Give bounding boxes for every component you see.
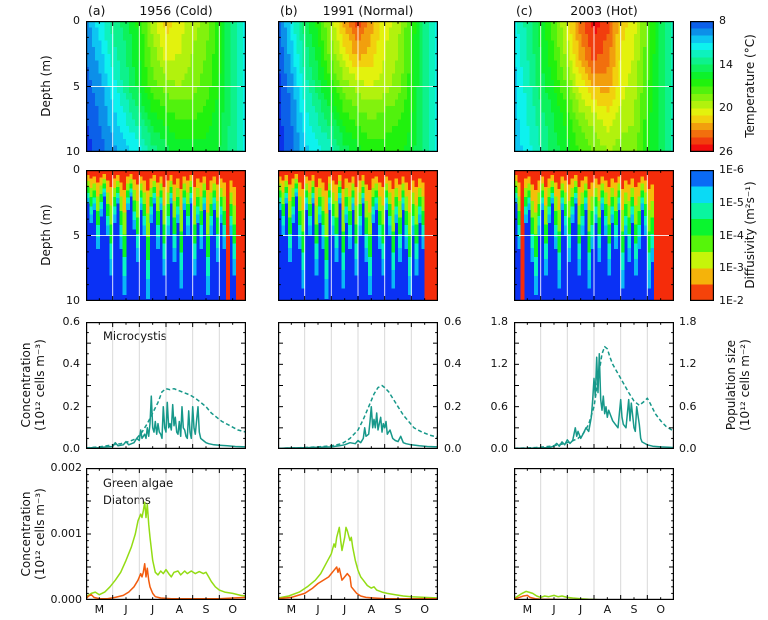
month-tick-label: M: [286, 603, 297, 617]
month-tick-label: A: [175, 603, 184, 617]
depth-tick-label: 10: [66, 145, 80, 159]
temperature-colorbar-tick-label: 14: [719, 57, 733, 71]
algae-plot-2003: [514, 468, 674, 600]
concentration-tick-label-c: 1.2: [490, 357, 509, 371]
concentration-tick-label-row4: 0.002: [50, 461, 83, 475]
month-tick-label: O: [656, 603, 665, 617]
depth-tick-label: 10: [66, 294, 80, 308]
month-tick-label: O: [420, 603, 429, 617]
diffusivity-heatmap-2003: [514, 170, 674, 301]
month-tick-label: S: [202, 603, 210, 617]
population-tick-label-b: 0.4: [444, 357, 462, 371]
algae-plot-1991: [278, 468, 438, 600]
month-tick-label: O: [228, 603, 237, 617]
microcystis-label: Microcystis: [103, 329, 167, 343]
panel-tag-c: (c): [516, 3, 533, 18]
panel-tag-b: (b): [280, 3, 298, 18]
month-tick-label: M: [94, 603, 105, 617]
population-tick-label-b: 0.6: [444, 315, 462, 329]
concentration-tick-label-c: 0.6: [490, 399, 509, 413]
diffusivity-colorbar-tick-label: 1E-5: [719, 195, 744, 209]
green-algae-label: Green algae: [103, 476, 174, 490]
microcystis-plot-1991: [278, 322, 438, 449]
month-tick-label: M: [522, 603, 533, 617]
month-tick-label: S: [630, 603, 638, 617]
month-tick-label: J: [343, 603, 347, 617]
depth-tick-label: 0: [73, 163, 80, 177]
month-tick-label: S: [394, 603, 402, 617]
population-tick-label-c: 1.8: [679, 315, 697, 329]
concentration-tick-label-a: 0.4: [62, 357, 81, 371]
concentration-tick-label-c: 0.0: [490, 442, 509, 456]
concentration-tick-label-row4: 0.000: [50, 593, 83, 607]
concentration-tick-label-a: 0.6: [62, 315, 81, 329]
diffusivity-heatmap-1991: [278, 170, 438, 301]
population-tick-label-b: 0.0: [444, 442, 462, 456]
panel-title-a: 1956 (Cold): [139, 3, 213, 18]
temperature-heatmap-1991: [278, 21, 438, 152]
temperature-colorbar-tick-label: 20: [719, 101, 733, 115]
temperature-colorbar-tick-label: 8: [719, 14, 726, 28]
population-tick-label-c: 0.0: [679, 442, 697, 456]
concentration-tick-label-row4: 0.001: [50, 527, 83, 541]
microcystis-plot-2003: [514, 322, 674, 449]
population-tick-label-c: 1.2: [679, 357, 697, 371]
microcystis-plot-1956: [86, 322, 246, 449]
panel-tag-a: (a): [88, 3, 106, 18]
diffusivity-colorbar-tick-label: 1E-3: [719, 261, 744, 275]
diffusivity-colorbar-tick-label: 1E-2: [719, 294, 744, 308]
depth-tick-label: 0: [73, 14, 80, 28]
panel-title-b: 1991 (Normal): [322, 3, 414, 18]
month-tick-label: J: [579, 603, 583, 617]
population-tick-label-c: 0.6: [679, 399, 697, 413]
algae-plot-1956: [86, 468, 246, 600]
diffusivity-colorbar-tick-label: 1E-6: [719, 163, 744, 177]
depth-tick-label: 5: [73, 79, 80, 93]
diffusivity-colorbar-tick-label: 1E-4: [719, 228, 744, 242]
population-tick-label-b: 0.2: [444, 399, 462, 413]
concentration-tick-label-a: 0.0: [62, 442, 81, 456]
depth-tick-label: 5: [73, 228, 80, 242]
month-tick-label: A: [367, 603, 376, 617]
diffusivity-heatmap-1956: [86, 170, 246, 301]
month-tick-label: J: [124, 603, 128, 617]
temperature-colorbar-tick-label: 26: [719, 145, 733, 159]
month-tick-label: J: [552, 603, 556, 617]
temperature-heatmap-2003: [514, 21, 674, 152]
concentration-tick-label-a: 0.2: [62, 399, 81, 413]
temperature-heatmap-1956: [86, 21, 246, 152]
month-tick-label: J: [151, 603, 155, 617]
diffusivity-colorbar: [690, 170, 714, 301]
concentration-tick-label-c: 1.8: [490, 315, 509, 329]
panel-title-c: 2003 (Hot): [570, 3, 638, 18]
temperature-colorbar: [690, 21, 714, 152]
month-tick-label: A: [603, 603, 612, 617]
month-tick-label: J: [316, 603, 320, 617]
